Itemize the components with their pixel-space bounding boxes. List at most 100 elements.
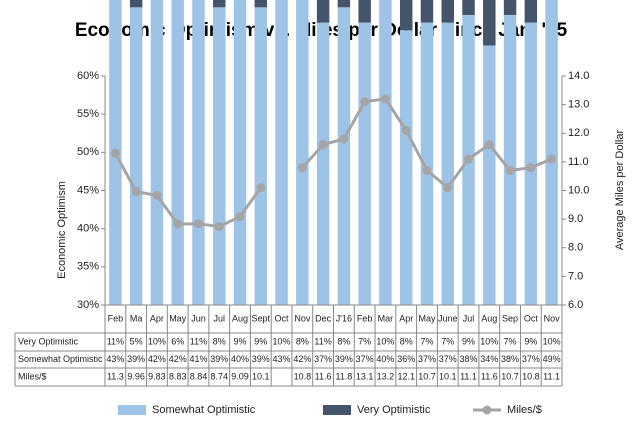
x-tick-label: May <box>418 313 436 323</box>
table-cell: 37% <box>439 354 457 364</box>
table-cell: 8.84 <box>190 371 208 381</box>
bar-segment <box>358 22 371 306</box>
table-cell: 10.7 <box>418 371 436 381</box>
table-cell: 11.3 <box>107 371 124 381</box>
y-tick-label: 60% <box>77 70 99 82</box>
bar-segment <box>441 22 454 306</box>
table-row-label: Very Optimistic <box>18 336 79 346</box>
line-marker <box>214 222 224 232</box>
bar-segment <box>524 0 538 23</box>
legend-swatch <box>482 405 492 415</box>
x-tick-label: Oct <box>524 313 539 323</box>
legend-label: Very Optimistic <box>357 404 431 416</box>
table-row-label: Miles/$ <box>18 371 47 381</box>
table-cell: 11.1 <box>460 371 477 381</box>
table-cell: 40% <box>231 354 249 364</box>
table-cell: 10% <box>376 336 394 346</box>
bar-segment <box>129 7 143 306</box>
table-cell: 8% <box>296 336 309 346</box>
table-cell: 11% <box>107 336 124 346</box>
table-cell: 10.8 <box>522 371 540 381</box>
table-cell: 10% <box>273 336 291 346</box>
table-cell: 49% <box>543 354 561 364</box>
table-cell: 37% <box>418 354 436 364</box>
bar-segment <box>462 0 475 15</box>
y2-tick-label: 8.0 <box>568 242 583 254</box>
table-cell: 10.8 <box>294 371 312 381</box>
bar-segment <box>420 22 434 306</box>
y-tick-label: 45% <box>77 184 99 196</box>
bar-segment <box>483 45 496 305</box>
y2-tick-label: 6.0 <box>568 299 583 311</box>
table-cell: 13.1 <box>356 371 374 381</box>
bar-segment <box>254 7 268 306</box>
line-marker <box>360 97 370 107</box>
table-cell: 6% <box>171 336 184 346</box>
bar-segment <box>420 0 434 23</box>
bar-segment <box>358 0 371 23</box>
table-cell: 9.83 <box>148 371 166 381</box>
bar-segment <box>192 0 205 306</box>
table-cell: 11% <box>190 336 207 346</box>
y2-tick-label: 9.0 <box>568 213 583 225</box>
line-marker <box>526 163 536 173</box>
legend-label: Miles/$ <box>507 404 542 416</box>
table-cell: 10.1 <box>439 371 457 381</box>
x-tick-label: Jul <box>213 313 225 323</box>
line-marker <box>380 94 390 104</box>
table-cell: 37% <box>522 354 540 364</box>
y-axis-label: Economic Optimism <box>56 181 68 279</box>
table-row-label: Somewhat Optimistic <box>18 354 103 364</box>
legend-label: Somewhat Optimistic <box>152 404 256 416</box>
table-cell: 39% <box>127 354 145 364</box>
x-tick-label: Jul <box>463 313 475 323</box>
bar-segment <box>316 22 330 306</box>
bar-segment <box>483 0 496 46</box>
table-cell: 7% <box>504 336 517 346</box>
bar-segment <box>129 0 143 8</box>
x-tick-label: J'16 <box>336 313 352 323</box>
line-marker <box>256 183 266 193</box>
table-cell: 9% <box>254 336 267 346</box>
bar-segment <box>503 14 517 306</box>
table-cell: 43% <box>106 354 124 364</box>
line-marker <box>131 187 141 197</box>
line-marker <box>339 134 349 144</box>
table-cell: 8.74 <box>210 371 228 381</box>
table-cell: 42% <box>148 354 166 364</box>
table-cell: 10% <box>543 336 561 346</box>
table-cell: 39% <box>210 354 228 364</box>
table-cell: 37% <box>314 354 332 364</box>
y2-axis-label: Average Miles per Dollar <box>614 130 626 251</box>
y-tick-label: 50% <box>77 146 99 158</box>
table-cell: 39% <box>252 354 270 364</box>
x-tick-label: Feb <box>108 313 124 323</box>
x-tick-label: Oct <box>275 313 290 323</box>
line-marker <box>401 125 411 135</box>
x-tick-label: Nov <box>544 313 561 323</box>
legend-swatch <box>323 405 351 415</box>
y-tick-label: 35% <box>77 261 99 273</box>
y-tick-label: 55% <box>77 108 99 120</box>
bar-segment <box>379 0 392 306</box>
table-cell: 9% <box>234 336 247 346</box>
bar-segment <box>213 0 226 8</box>
x-tick-label: Mar <box>378 313 394 323</box>
table-cell: 8% <box>213 336 226 346</box>
table-cell: 10.7 <box>501 371 519 381</box>
bar-segment <box>254 0 268 8</box>
bar-segment <box>296 0 309 306</box>
line-marker <box>547 154 557 164</box>
bar-segment <box>441 0 454 23</box>
table-cell: 7% <box>441 336 454 346</box>
bar-segment <box>213 7 226 306</box>
table-cell: 38% <box>460 354 478 364</box>
table-cell: 40% <box>376 354 394 364</box>
bar-segment <box>399 0 413 31</box>
x-tick-label: Dec <box>315 313 332 323</box>
table-cell: 9.96 <box>127 371 145 381</box>
bar-segment <box>275 0 288 306</box>
x-tick-label: Feb <box>357 313 373 323</box>
table-cell: 12.1 <box>397 371 415 381</box>
table-cell: 7% <box>420 336 433 346</box>
